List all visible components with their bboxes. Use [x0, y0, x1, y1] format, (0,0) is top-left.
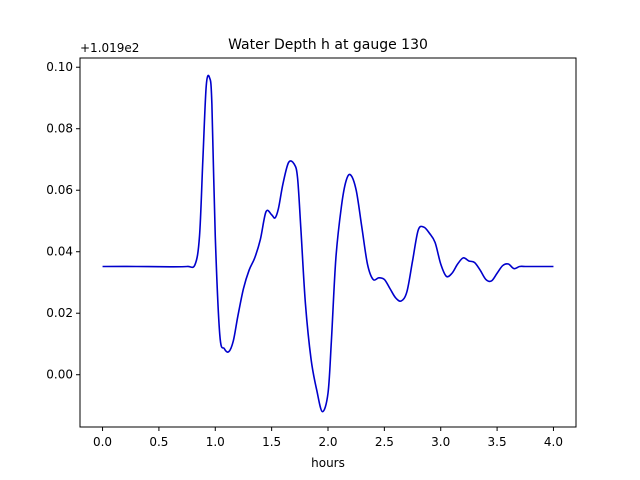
y-tick-label: 0.04: [46, 245, 73, 259]
x-tick-label: 3.5: [488, 435, 507, 449]
x-tick-label: 4.0: [544, 435, 563, 449]
x-tick-label: 2.0: [318, 435, 337, 449]
y-tick-label: 0.10: [46, 60, 73, 74]
x-tick-label: 1.5: [262, 435, 281, 449]
x-axis-label: hours: [311, 456, 345, 470]
y-tick-label: 0.00: [46, 368, 73, 382]
x-axis: 0.0 0.5 1.0 1.5 2.0 2.5 3.0 3.5 4.0: [93, 427, 563, 449]
plot-area: [80, 58, 576, 427]
plot-frame: [79, 57, 577, 428]
y-tick-label: 0.02: [46, 306, 73, 320]
x-tick-label: 0.0: [93, 435, 112, 449]
y-tick-label: 0.08: [46, 122, 73, 136]
y-offset-label: +1.019e2: [80, 41, 139, 55]
y-tick-label: 0.06: [46, 183, 73, 197]
chart-title: Water Depth h at gauge 130: [228, 37, 428, 53]
y-axis: 0.00 0.02 0.04 0.06 0.08 0.10: [46, 60, 80, 382]
x-tick-label: 3.0: [431, 435, 450, 449]
x-tick-label: 0.5: [149, 435, 168, 449]
x-tick-label: 2.5: [375, 435, 394, 449]
x-tick-label: 1.0: [206, 435, 225, 449]
series-line-water-depth: [102, 74, 554, 413]
